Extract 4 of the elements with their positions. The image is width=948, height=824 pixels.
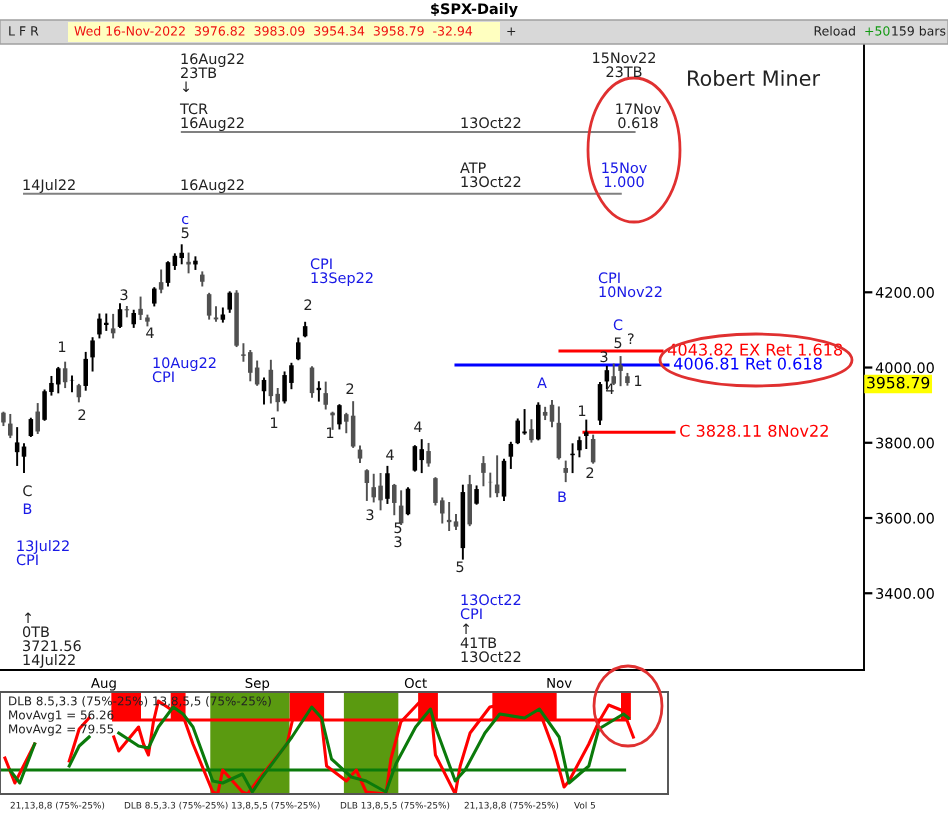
annotation: Robert Miner [688, 69, 821, 87]
ref-line-label: C 3828.11 8Nov22 [680, 424, 828, 437]
ref-line-label: 4043.82 EX Ret 1.618 [667, 343, 843, 356]
ref-line-label: 4006.81 Ret 0.618 [673, 357, 822, 370]
